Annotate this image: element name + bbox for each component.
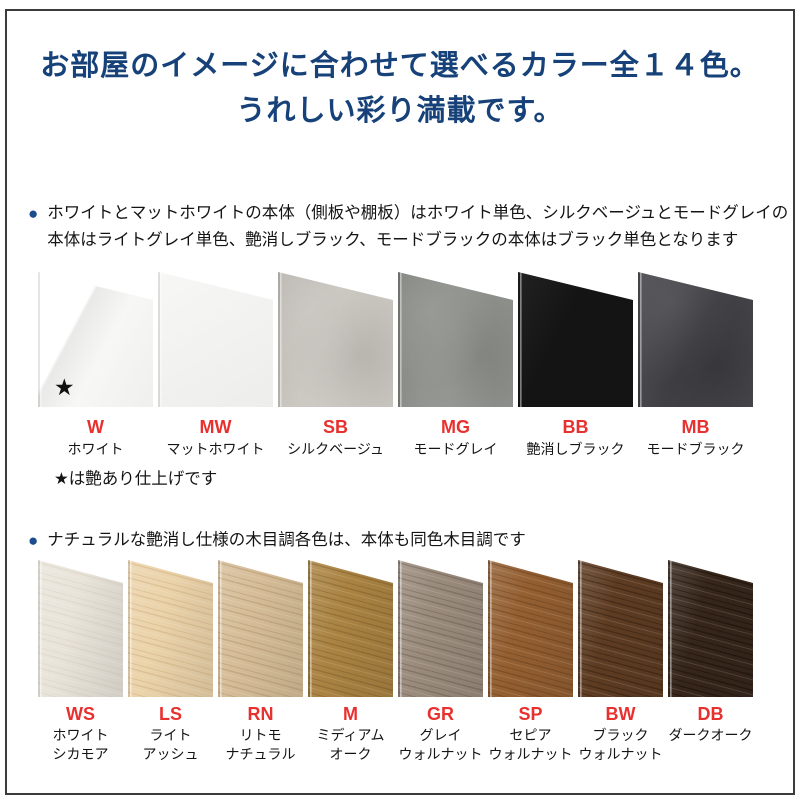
swatch-label-ls: LS ライトアッシュ — [128, 702, 213, 764]
swatch-name-line2: アッシュ — [142, 746, 199, 762]
swatch-label-mb: MB モードブラック — [638, 415, 753, 459]
wood-description-line1: ナチュラルな艶消し仕様の木目調各色は、本体も同色木目調です — [47, 531, 526, 549]
solid-swatch-labels: W ホワイト MW マットホワイト SB シルクベージュ MG モードグレイ BB 艶消しブラック… — [38, 415, 753, 459]
swatch-label-sb: SB シルクベージュ — [278, 415, 393, 459]
swatch-name: シルクベージュ — [287, 441, 384, 457]
swatch-label-sp: SP セピアウォルナット — [488, 702, 573, 764]
swatch-name: ダークオーク — [668, 727, 753, 743]
swatch-name: ブラック — [592, 727, 649, 743]
swatch-name-line2: ウォルナット — [578, 746, 663, 762]
swatch-name-line2: ナチュラル — [225, 746, 296, 762]
swatch-code: W — [87, 417, 104, 437]
swatch-panel-sb — [278, 272, 393, 407]
page-title-line2: うれしい彩り満載です。 — [236, 95, 564, 127]
swatch-label-m: M ミディアムオーク — [308, 702, 393, 764]
swatch-name: グレイ — [419, 727, 462, 743]
swatch-name: ホワイト — [52, 727, 109, 743]
swatch-code: WS — [66, 704, 95, 724]
swatch-label-mw: MW マットホワイト — [158, 415, 273, 459]
wood-colors-description: ● ナチュラルな艶消し仕様の木目調各色は、本体も同色木目調です — [28, 527, 526, 554]
swatch-code: LS — [158, 704, 182, 724]
page-title-line1: お部屋のイメージに合わせて選べるカラー全１４色。 — [40, 50, 760, 82]
swatch-panel-mw — [158, 272, 273, 407]
swatch-name: ライト — [149, 727, 192, 743]
solid-description-line1: ホワイトとマットホワイトの本体（側板や棚板）はホワイト単色、シルクベージュとモー… — [47, 204, 789, 222]
swatch-panel-rn — [218, 560, 303, 697]
swatch-code: MG — [441, 417, 470, 437]
swatch-code: MB — [681, 417, 710, 437]
swatch-code: GR — [427, 704, 454, 724]
swatch-name: ミディアム — [316, 727, 385, 743]
page-title: お部屋のイメージに合わせて選べるカラー全１４色。 うれしい彩り満載です。 — [0, 44, 800, 134]
swatch-panel-bw — [578, 560, 663, 697]
wood-swatch-labels: WS ホワイトシカモア LS ライトアッシュ RN リトモナチュラル M ミディアムオーク GR… — [38, 702, 753, 764]
gloss-finish-note: ★は艶あり仕上げです — [54, 470, 218, 488]
swatch-code: M — [343, 704, 358, 724]
swatch-label-ws: WS ホワイトシカモア — [38, 702, 123, 764]
swatch-panel-ws — [38, 560, 123, 697]
swatch-label-bw: BW ブラックウォルナット — [578, 702, 663, 764]
swatch-name: セピア — [509, 727, 552, 743]
solid-colors-description-text: ホワイトとマットホワイトの本体（側板や棚板）はホワイト単色、シルクベージュとモー… — [47, 200, 788, 254]
solid-colors-description: ● ホワイトとマットホワイトの本体（側板や棚板）はホワイト単色、シルクベージュと… — [28, 200, 788, 254]
swatch-label-gr: GR グレイウォルナット — [398, 702, 483, 764]
swatch-code: SB — [322, 417, 348, 437]
bullet-icon: ● — [28, 531, 39, 550]
wood-swatch-row — [38, 560, 753, 697]
swatch-name-line2: ウォルナット — [398, 746, 483, 762]
swatch-panel-m — [308, 560, 393, 697]
swatch-name: 艶消しブラック — [526, 441, 625, 457]
swatch-name: ホワイト — [67, 441, 124, 457]
swatch-code: BB — [562, 417, 589, 437]
swatch-panel-db — [668, 560, 753, 697]
swatch-panel-bb — [518, 272, 633, 407]
swatch-name-line2: オーク — [329, 746, 372, 762]
swatch-label-rn: RN リトモナチュラル — [218, 702, 303, 764]
swatch-name-line2: シカモア — [52, 746, 109, 762]
swatch-label-mg: MG モードグレイ — [398, 415, 513, 459]
gloss-star-icon: ★ — [54, 374, 75, 400]
swatch-code: SP — [518, 704, 543, 724]
bullet-icon: ● — [28, 204, 39, 223]
solid-swatch-row: ★ — [38, 272, 753, 407]
swatch-panel-gr — [398, 560, 483, 697]
solid-description-line2: 本体はライトグレイ単色、艶消しブラック、モードブラックの本体はブラック単色となり… — [47, 231, 739, 249]
swatch-panel-sp — [488, 560, 573, 697]
swatch-label-bb: BB 艶消しブラック — [518, 415, 633, 459]
swatch-panel-ls — [128, 560, 213, 697]
swatch-code: RN — [247, 704, 274, 724]
swatch-label-w: W ホワイト — [38, 415, 153, 459]
swatch-code: BW — [605, 704, 636, 724]
swatch-panel-w: ★ — [38, 272, 153, 407]
swatch-panel-mb — [638, 272, 753, 407]
swatch-name: マットホワイト — [166, 441, 265, 457]
swatch-name: リトモ — [239, 727, 282, 743]
swatch-code: DB — [697, 704, 724, 724]
swatch-code: MW — [199, 417, 232, 437]
swatch-name: モードグレイ — [413, 441, 498, 457]
swatch-panel-mg — [398, 272, 513, 407]
swatch-name: モードブラック — [646, 441, 745, 457]
swatch-label-db: DB ダークオーク — [668, 702, 753, 764]
swatch-name-line2: ウォルナット — [488, 746, 573, 762]
